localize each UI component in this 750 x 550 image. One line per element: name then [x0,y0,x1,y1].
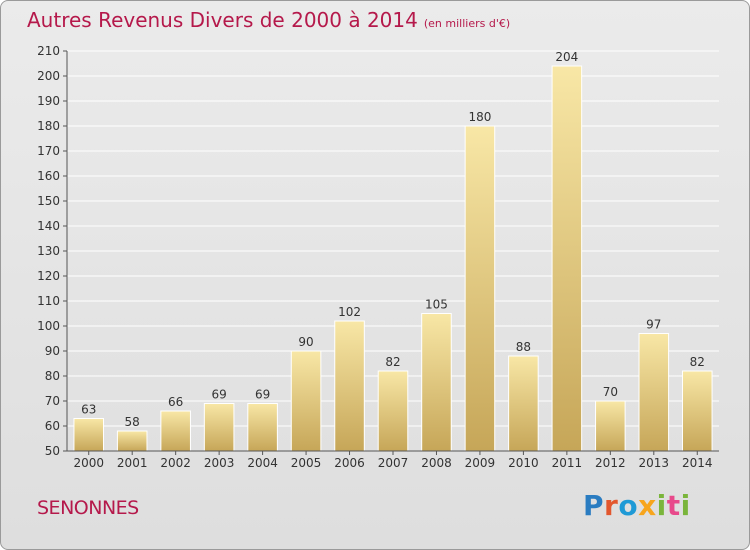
bar-value-label: 102 [338,305,361,319]
bar-value-label: 58 [125,415,140,429]
chart-subtitle: (en milliers d'€) [423,17,511,30]
x-tick-label: 2009 [465,456,496,470]
bar-2007 [377,370,409,452]
x-tick-label: 2006 [334,456,365,470]
bar-2003 [203,403,235,452]
y-tick-label: 180 [37,119,60,133]
bar-value-label: 82 [385,355,400,369]
y-tick-label: 90 [45,344,60,358]
bar-2011 [551,65,583,452]
y-tick-label: 60 [45,419,60,433]
x-tick-label: 2001 [117,456,148,470]
bar-value-label: 66 [168,395,183,409]
bar-value-label: 70 [603,385,618,399]
bar-value-label: 69 [255,388,270,402]
bar-2002 [160,410,191,452]
bar-2006 [334,320,365,452]
x-tick-label: 2007 [378,456,409,470]
y-tick-label: 120 [37,269,60,283]
x-tick-label: 2003 [204,456,235,470]
y-tick-label: 150 [37,194,60,208]
bar-2013 [638,333,670,452]
bar-2005 [290,350,322,452]
bar-value-label: 90 [298,335,313,349]
bar-value-label: 105 [425,298,448,312]
chart-title: Autres Revenus Divers de 2000 à 2014 (en … [27,8,510,32]
y-tick-label: 160 [37,169,60,183]
x-tick-label: 2008 [421,456,452,470]
y-tick-label: 80 [45,369,60,383]
bar-value-label: 63 [81,403,96,417]
y-tick-label: 100 [37,319,60,333]
bar-2008 [421,313,452,452]
y-tick-label: 190 [37,94,60,108]
y-tick-label: 210 [37,44,60,58]
bar-2004 [247,403,278,452]
x-tick-label: 2002 [160,456,191,470]
x-tick-label: 2013 [639,456,670,470]
bar-2000 [73,418,105,452]
x-tick-label: 2000 [73,456,104,470]
bar-value-label: 88 [516,340,531,354]
bar-2012 [595,400,626,452]
bar-value-label: 204 [555,50,578,64]
bar-value-label: 82 [690,355,705,369]
bar-2001 [116,430,148,452]
bar-value-label: 69 [211,388,226,402]
x-tick-label: 2005 [291,456,322,470]
bar-value-label: 180 [468,110,491,124]
x-tick-label: 2011 [552,456,583,470]
commune-name: SENONNES [37,497,139,519]
y-tick-label: 130 [37,244,60,258]
x-tick-label: 2014 [682,456,713,470]
title-text: Autres Revenus Divers de 2000 à 2014 [27,8,418,32]
bar-2014 [681,370,713,452]
bar-value-label: 97 [646,318,661,332]
y-tick-label: 170 [37,144,60,158]
y-tick-label: 110 [37,294,60,308]
bar-2010 [508,355,539,452]
x-tick-label: 2010 [508,456,539,470]
x-tick-label: 2004 [247,456,278,470]
y-tick-label: 70 [45,394,60,408]
bar-2009 [464,125,496,452]
y-tick-label: 140 [37,219,60,233]
y-tick-label: 50 [45,444,60,458]
y-tick-label: 200 [37,69,60,83]
x-tick-label: 2012 [595,456,626,470]
proxiti-logo: Proxiti [583,489,691,522]
